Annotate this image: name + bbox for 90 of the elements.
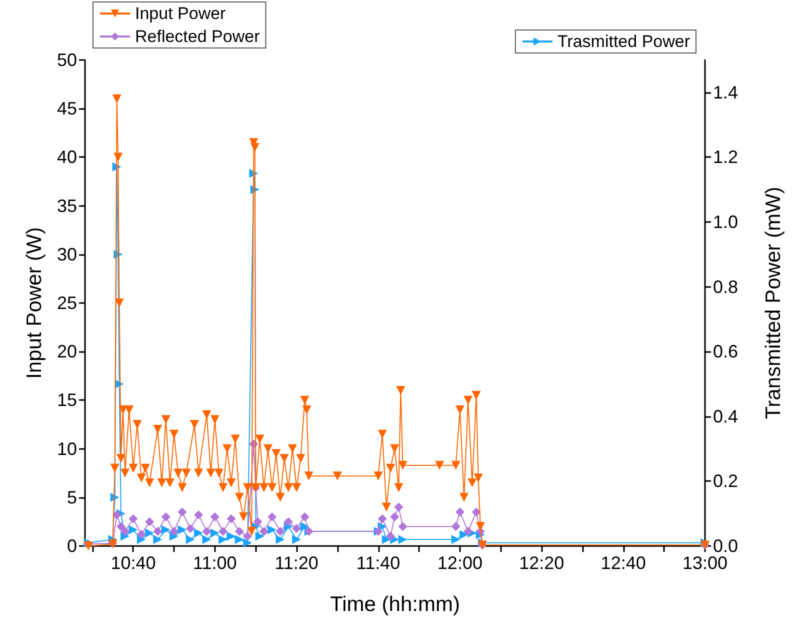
x-tick-label: 11:20 [274,553,318,573]
point [186,524,195,534]
x-axis-title: Time (hh:mm) [330,593,460,616]
point [120,532,130,541]
point [276,526,285,536]
point [128,514,138,524]
point [186,535,195,544]
y2-tick-label: 1.4 [713,82,738,102]
y-tick-label: 20 [56,342,77,362]
y-tick-label: 5 [66,487,77,508]
y2-tick-label: 0.6 [713,342,738,362]
point [472,507,481,516]
point [378,514,387,524]
point [226,514,236,524]
y-tick-label: 15 [56,390,77,410]
point [455,507,464,516]
point [300,512,310,522]
y2-axis-title: Transmitted Power (mW) [762,186,785,420]
point [398,535,408,544]
point [210,528,220,538]
point [153,526,162,536]
point [451,535,460,544]
point [255,532,264,541]
x-tick-label: 10:40 [110,553,156,573]
point [292,535,302,544]
x-tick-label: 13:00 [682,553,728,573]
point [161,525,170,534]
point [276,535,285,544]
point [243,532,252,541]
point [178,525,187,534]
legend-label: Trasmitted Power [557,32,690,51]
point [259,526,268,536]
point [386,532,396,541]
point [202,526,212,536]
point [153,535,162,544]
point [390,512,400,522]
legend-label: Input Power [135,4,226,23]
point [398,522,408,532]
point [116,522,126,532]
point [268,512,277,522]
y-axis-title: Input Power (W) [23,227,46,379]
legend-label: Reflected Power [135,27,260,46]
point [170,526,179,536]
x-tick-label: 11:40 [356,553,400,573]
y-tick-label: 45 [56,98,77,119]
y2-tick-label: 0.4 [713,406,738,426]
point [464,526,473,536]
y2-tick-label: 1.0 [713,212,738,232]
y2-tick-label: 0.2 [713,471,738,492]
point [178,507,187,516]
x-tick-label: 12:00 [437,553,482,573]
x-tick-label: 11:00 [193,553,237,573]
point [112,510,122,520]
point [194,528,204,538]
y-tick-label: 30 [56,244,77,264]
y-tick-label: 40 [56,147,77,168]
x-tick-label: 12:40 [600,553,646,573]
point [145,517,154,526]
point [382,535,391,544]
point [194,510,204,520]
point [210,512,220,522]
y-tick-label: 50 [56,50,77,70]
point [253,517,262,526]
point [145,528,154,538]
point [136,535,146,544]
point [202,535,212,544]
x-tick-label: 12:20 [519,553,564,573]
y2-tick-label: 1.2 [713,147,738,168]
point [268,525,277,534]
point [136,530,146,539]
point [218,535,228,544]
point [226,532,236,541]
y-tick-label: 35 [56,196,77,216]
point [128,525,138,534]
y-tick-label: 0 [66,536,77,556]
y-tick-label: 10 [56,438,77,459]
y-tick-label: 25 [56,293,77,313]
point [120,526,130,536]
point [451,522,460,532]
y2-tick-label: 0.8 [713,276,738,297]
point [234,535,244,544]
point [284,517,293,526]
point [170,532,179,541]
point [161,512,170,522]
point [218,526,228,536]
point [292,524,302,534]
point [394,502,404,512]
y2-tick-label: 0.0 [713,536,738,556]
point [234,526,244,536]
point [243,538,252,548]
